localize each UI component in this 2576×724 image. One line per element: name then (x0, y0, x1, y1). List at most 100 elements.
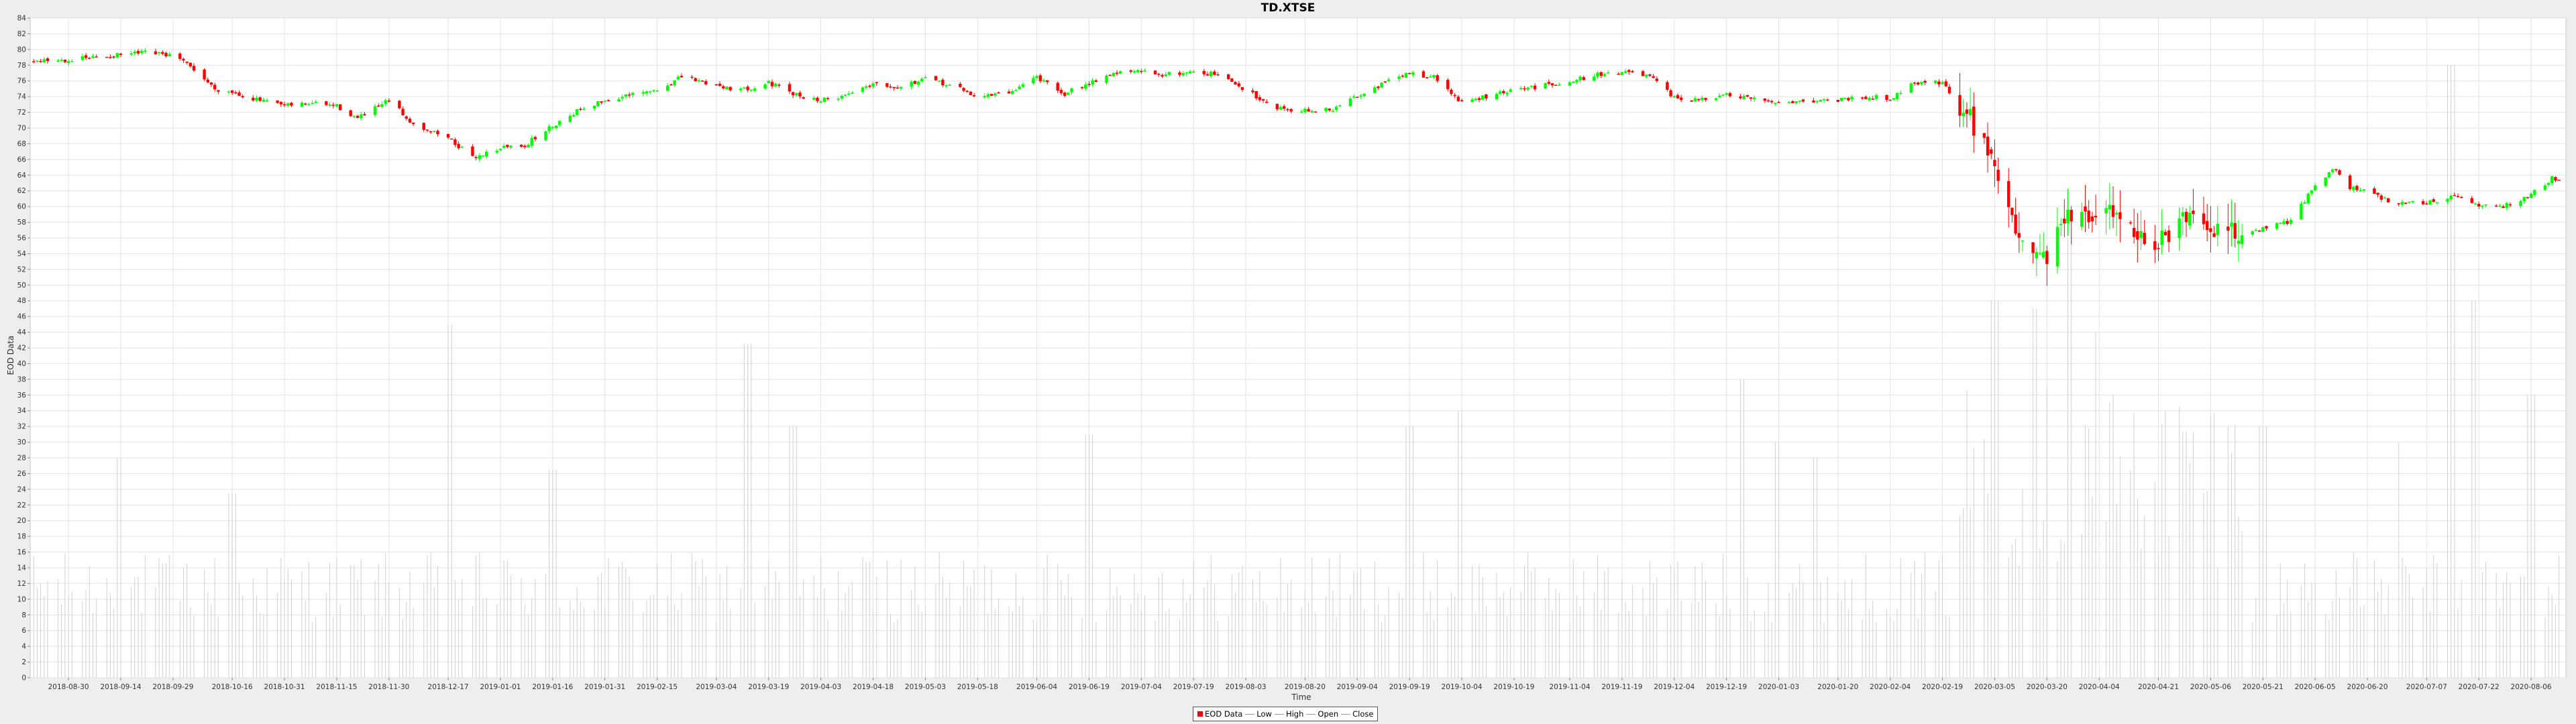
y-tick-label: 34 (17, 407, 27, 415)
candle-body (1161, 75, 1164, 77)
x-tick-label: 2020-06-05 (2295, 683, 2336, 691)
candle-body (1578, 76, 1582, 80)
candle-body (1436, 75, 1439, 81)
candle-body (714, 84, 718, 86)
candle-body (924, 76, 927, 78)
candle-body (1383, 81, 1387, 82)
candle-body (56, 60, 60, 62)
candle-body (645, 91, 649, 94)
candle-body (1944, 81, 1947, 86)
candle-body (36, 60, 39, 62)
candle-body (1860, 97, 1864, 99)
candle-body (913, 80, 917, 84)
candle-body (70, 60, 74, 62)
candle-body (1568, 82, 1572, 86)
x-tick-label: 2019-10-19 (1493, 683, 1534, 691)
candle-body (624, 94, 628, 97)
x-tick-label: 2019-10-04 (1442, 683, 1483, 691)
candle-body (2313, 185, 2317, 190)
candle-body (592, 105, 596, 109)
candle-body (1606, 72, 1610, 74)
chart-title: TD.XTSE (1260, 1, 1316, 15)
candle-body (652, 90, 655, 92)
candle-body (460, 146, 464, 148)
candle-body (2303, 202, 2306, 204)
candle-body (2519, 200, 2522, 206)
candle-body (206, 79, 210, 82)
candle-body (676, 76, 680, 80)
y-tick-label: 66 (17, 156, 27, 164)
candle-body (2526, 197, 2530, 198)
candle-body (2251, 231, 2254, 235)
candle-body (945, 84, 948, 86)
candle-body (203, 69, 206, 80)
candle-body (1742, 95, 1746, 100)
candle-body (1652, 76, 1655, 78)
candle-body (331, 105, 335, 106)
candle-body (286, 103, 290, 106)
candle-body (1920, 82, 1923, 84)
y-tick-label: 50 (17, 282, 26, 290)
candle-body (1850, 97, 1854, 100)
candle-body (697, 80, 701, 82)
candle-body (972, 95, 976, 97)
chart-legend: EOD Data Low High Open Close (1193, 707, 1379, 721)
candle-body (478, 155, 482, 160)
candle-body (307, 104, 311, 105)
candle-body (209, 82, 213, 85)
candle-body (1237, 83, 1240, 86)
candle-body (861, 87, 865, 92)
candle-body (1014, 90, 1018, 91)
legend-item: Low (1245, 709, 1272, 719)
candle-body (237, 92, 241, 96)
candle-body (889, 86, 892, 88)
candle-body (2348, 175, 2352, 190)
candle-body (1446, 80, 1450, 89)
candle-body (2522, 196, 2526, 202)
x-tick-label: 2020-04-04 (2079, 683, 2120, 691)
candle-body (182, 58, 185, 61)
candle-body (446, 133, 450, 138)
candle-body (1993, 160, 1996, 167)
candle-body (2010, 207, 2014, 215)
candle-body (252, 97, 255, 101)
candle-body (502, 145, 506, 148)
candle-body (617, 99, 621, 102)
candle-body (1261, 99, 1265, 101)
candle-body (2226, 226, 2230, 231)
candle-body (1205, 74, 1210, 76)
candle-body (168, 54, 171, 57)
candle-body (1334, 107, 1338, 111)
candle-body (2425, 203, 2428, 205)
volume-bars (33, 65, 2560, 678)
candle-body (1777, 102, 1780, 103)
candle-body (1623, 71, 1627, 73)
candle-body (847, 93, 851, 95)
candle-body (425, 129, 429, 131)
candle-body (579, 109, 582, 110)
candle-body (2338, 170, 2341, 175)
candle-body (1460, 100, 1464, 101)
candle-body (133, 51, 136, 54)
candle-body (582, 109, 586, 111)
candle-body (572, 115, 576, 117)
y-tick-label: 0 (21, 674, 26, 682)
candle-body (1648, 74, 1652, 76)
candle-body (2080, 211, 2084, 227)
y-tick-label: 12 (17, 580, 26, 588)
candle-body (2178, 218, 2181, 239)
candle-body (1617, 73, 1620, 75)
candle-body (2216, 223, 2219, 235)
legend-label: Open (1318, 709, 1339, 719)
x-tick-label: 2019-01-01 (480, 683, 521, 691)
candle-body (1377, 86, 1380, 88)
candle-body (1871, 99, 1874, 100)
candle-body (1216, 74, 1220, 76)
candle-body (1704, 98, 1707, 100)
candle-body (311, 103, 314, 104)
candle-body (767, 80, 770, 84)
candle-body (739, 88, 743, 90)
candle-body (749, 89, 753, 91)
x-tick-label: 2019-12-19 (1706, 683, 1747, 691)
candle-body (474, 157, 478, 158)
